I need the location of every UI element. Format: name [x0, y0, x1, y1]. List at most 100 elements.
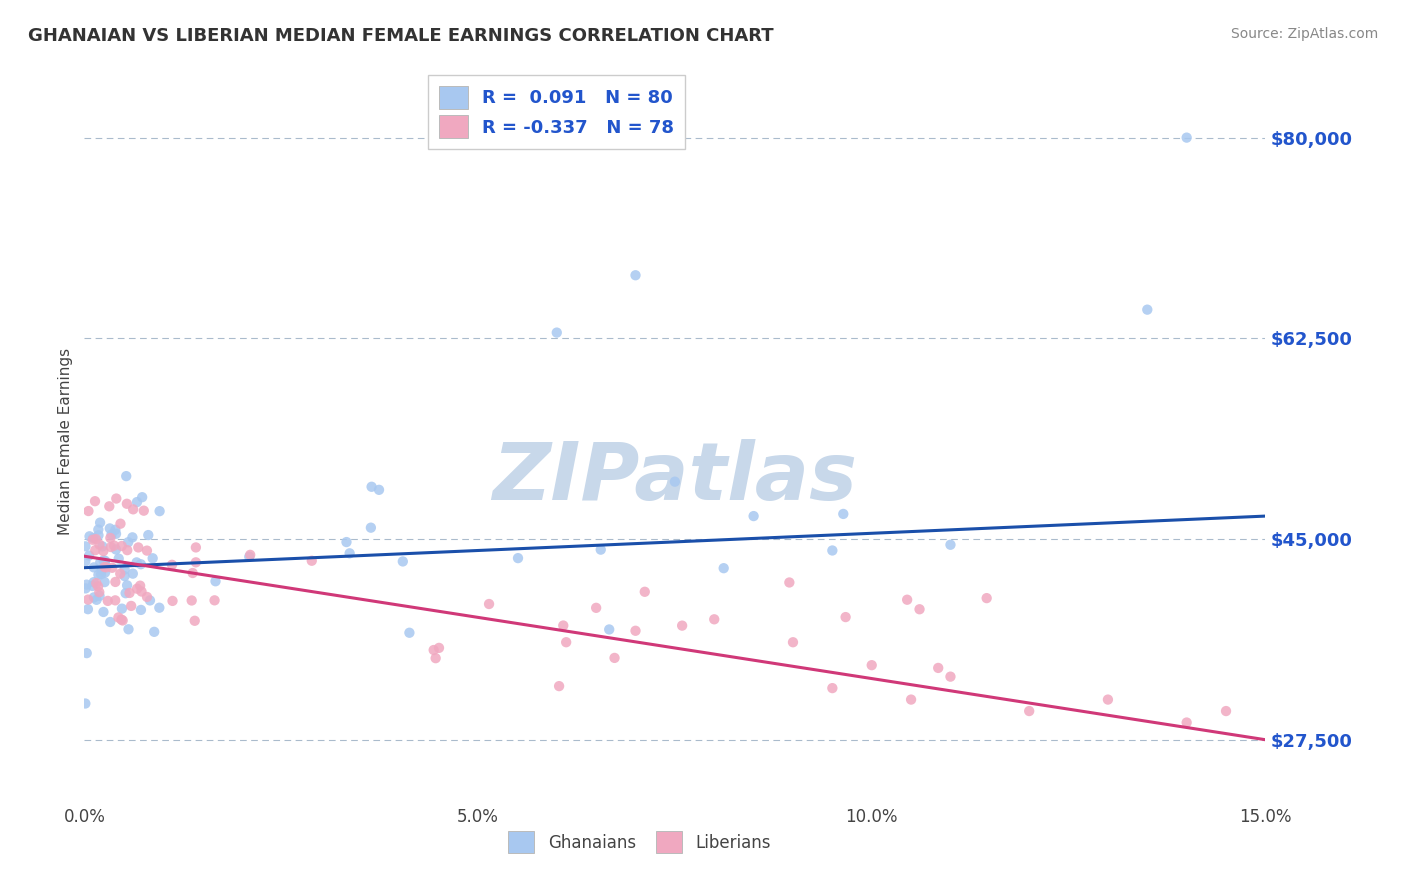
Point	[832, 507, 855, 521]
Point	[121, 530, 143, 544]
Point	[478, 597, 501, 611]
Point	[87, 579, 110, 593]
Point	[84, 576, 107, 591]
Point	[75, 539, 97, 553]
Point	[101, 561, 124, 575]
Point	[713, 561, 735, 575]
Point	[162, 594, 184, 608]
Point	[139, 593, 162, 607]
Point	[89, 555, 111, 569]
Point	[553, 618, 575, 632]
Point	[94, 554, 117, 568]
Point	[115, 469, 138, 483]
Point	[117, 543, 139, 558]
Point	[110, 516, 132, 531]
Point	[93, 560, 115, 574]
Point	[96, 560, 118, 574]
Point	[91, 539, 114, 553]
Point	[425, 651, 447, 665]
Point	[184, 555, 207, 569]
Point	[939, 670, 962, 684]
Point	[86, 592, 108, 607]
Point	[127, 541, 149, 555]
Point	[89, 585, 111, 599]
Point	[76, 646, 98, 660]
Point	[301, 554, 323, 568]
Point	[900, 692, 922, 706]
Point	[114, 569, 136, 583]
Point	[93, 605, 115, 619]
Point	[97, 594, 120, 608]
Point	[181, 566, 204, 580]
Point	[129, 603, 152, 617]
Point	[548, 679, 571, 693]
Point	[834, 610, 856, 624]
Point	[142, 551, 165, 566]
Point	[93, 544, 115, 558]
Point	[75, 582, 97, 596]
Point	[104, 593, 127, 607]
Point	[896, 592, 918, 607]
Point	[860, 658, 883, 673]
Point	[183, 614, 205, 628]
Point	[1018, 704, 1040, 718]
Text: Source: ZipAtlas.com: Source: ZipAtlas.com	[1230, 27, 1378, 41]
Point	[77, 602, 100, 616]
Point	[422, 643, 444, 657]
Point	[111, 614, 134, 628]
Point	[976, 591, 998, 606]
Point	[115, 497, 138, 511]
Point	[180, 593, 202, 607]
Point	[100, 527, 122, 541]
Point	[84, 543, 107, 558]
Point	[160, 558, 183, 572]
Point	[1175, 130, 1198, 145]
Point	[90, 563, 112, 577]
Point	[87, 523, 110, 537]
Point	[94, 566, 117, 580]
Point	[131, 490, 153, 504]
Point	[136, 543, 159, 558]
Point	[76, 577, 98, 591]
Point	[111, 601, 134, 615]
Point	[77, 592, 100, 607]
Point	[87, 567, 110, 582]
Point	[339, 546, 361, 560]
Point	[82, 531, 104, 545]
Point	[1097, 692, 1119, 706]
Point	[87, 528, 110, 542]
Point	[624, 624, 647, 638]
Point	[104, 523, 127, 537]
Legend: Ghanaians, Liberians: Ghanaians, Liberians	[501, 825, 778, 860]
Point	[107, 551, 129, 566]
Point	[114, 586, 136, 600]
Point	[360, 480, 382, 494]
Point	[107, 610, 129, 624]
Point	[821, 681, 844, 695]
Point	[555, 635, 578, 649]
Point	[398, 625, 420, 640]
Point	[360, 521, 382, 535]
Point	[184, 541, 207, 555]
Point	[98, 615, 121, 629]
Point	[115, 578, 138, 592]
Point	[204, 593, 226, 607]
Point	[82, 533, 104, 547]
Text: ZIPatlas: ZIPatlas	[492, 439, 858, 516]
Point	[117, 622, 139, 636]
Point	[75, 697, 97, 711]
Point	[125, 555, 148, 569]
Point	[118, 586, 141, 600]
Point	[90, 567, 112, 582]
Point	[89, 589, 111, 603]
Point	[98, 500, 121, 514]
Point	[122, 502, 145, 516]
Point	[103, 539, 125, 553]
Point	[778, 575, 800, 590]
Point	[125, 582, 148, 596]
Point	[129, 579, 152, 593]
Point	[782, 635, 804, 649]
Point	[598, 623, 620, 637]
Point	[821, 543, 844, 558]
Point	[104, 542, 127, 557]
